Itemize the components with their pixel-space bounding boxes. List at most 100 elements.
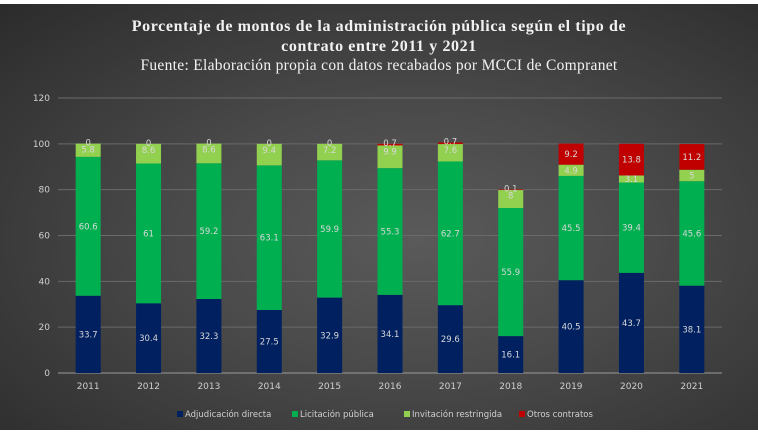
data-label: 0 [327,139,332,149]
bar-segment [679,285,705,373]
data-label: 38.1 [682,325,701,335]
x-tick-label: 2019 [560,382,583,392]
bar-segment [256,309,282,373]
bar-segment [75,156,101,296]
data-label: 0 [146,139,151,149]
bar-segment [558,164,584,176]
data-label: 43.7 [622,319,641,329]
x-tick-label: 2013 [197,382,220,392]
data-label: 9.2 [564,150,578,160]
y-tick-label: 120 [33,94,50,104]
data-label: 27.5 [260,337,279,347]
chart-title: Porcentaje de montos de la administració… [131,18,627,35]
data-label: 59.9 [320,225,339,235]
data-label: 5.8 [81,146,95,156]
bar-segment [437,305,463,373]
data-label: 3.1 [625,175,639,185]
y-tick-label: 40 [39,277,51,287]
data-label: 0 [206,139,211,149]
data-label: 63.1 [260,234,279,244]
x-tick-label: 2016 [379,382,402,392]
bar-segment [317,143,343,161]
bar-segment [618,272,644,373]
bar-segment [256,143,282,166]
data-label: 40.5 [562,323,581,333]
data-label: 9.4 [263,146,277,156]
data-label: 39.4 [622,224,641,234]
data-label: 60.6 [79,222,98,232]
y-tick-label: 60 [39,232,51,242]
data-label: 34.1 [381,330,400,340]
bar-segment [256,165,282,310]
bar-segment [558,280,584,373]
x-tick-label: 2012 [137,382,160,392]
bar-segment [498,189,524,191]
x-tick-label: 2020 [620,382,643,392]
x-tick-label: 2014 [258,382,281,392]
bar-segment [558,143,584,165]
data-label: 16.1 [501,351,520,361]
bar-segment [196,143,222,164]
legend-swatch [177,411,183,417]
data-label: 59.2 [199,227,218,237]
data-label: 45.6 [682,229,701,239]
data-label: 0.7 [444,137,458,147]
chart-subtitle: Fuente: Elaboración propia con datos rec… [140,57,618,74]
data-label: 33.7 [79,330,98,340]
bar-segment [75,143,101,157]
data-label: 8.6 [142,146,156,156]
data-label: 0 [85,139,90,149]
data-label: 55.9 [501,268,520,278]
y-tick-label: 0 [44,369,50,379]
data-label: 0.1 [504,184,518,194]
bar-segment [498,189,524,208]
data-label: 32.3 [199,332,218,342]
legend-swatch [292,411,298,417]
bar-segment [75,295,101,373]
legend-label: Adjudicación directa [185,409,271,420]
bar-segment [498,208,524,337]
data-label: 7.2 [323,146,337,156]
legend-label: Otros contratos [527,410,593,420]
legend-swatch [519,411,525,417]
legend-label: Licitación pública [300,409,374,420]
bar-segment [317,297,343,373]
bar-segment [136,143,162,164]
data-label: 32.9 [320,331,339,341]
bar-segment [618,143,644,176]
y-tick-label: 100 [33,140,50,150]
data-label: 11.2 [682,153,701,163]
x-tick-label: 2018 [499,382,522,392]
bar-segment [196,163,222,299]
data-label: 55.3 [381,227,400,237]
data-label: 29.6 [441,335,460,345]
y-tick-label: 80 [39,186,51,196]
data-label: 45.5 [562,224,581,234]
data-label: 61 [143,229,154,239]
data-label: 5 [689,171,694,181]
bar-segment [498,336,524,373]
bar-segment [317,160,343,298]
bar-segment [679,181,705,286]
bar-segment [437,144,463,162]
data-label: 8.6 [202,146,216,156]
bar-segment [618,175,644,183]
data-label: 7.6 [444,146,458,156]
x-tick-label: 2021 [680,382,703,392]
bar-segment [196,298,222,373]
data-label: 0 [267,139,272,149]
legend-swatch [404,411,410,417]
bar-segment [136,303,162,373]
bar-segment [618,182,644,273]
bar-segment [437,161,463,306]
chart-title-line2: contrato entre 2011 y 2021 [281,38,477,55]
data-label: 8 [508,192,513,202]
bar-segment [558,175,584,281]
bar-segment [679,144,705,170]
data-label: 4.9 [564,166,578,176]
y-tick-label: 20 [39,323,51,333]
data-label: 0.7 [383,139,397,149]
bar-segment [136,163,162,304]
bar-segment [377,294,403,373]
